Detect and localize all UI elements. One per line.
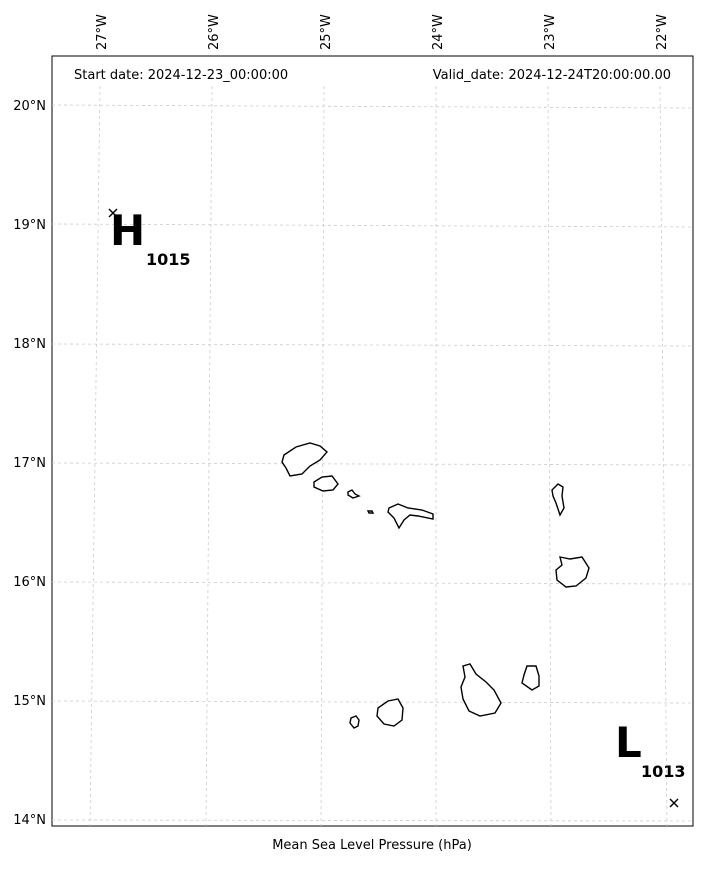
map-frame <box>51 55 694 827</box>
parallel-16n <box>51 581 694 585</box>
island-sao-vicente <box>313 475 339 492</box>
island-fogo <box>376 698 404 727</box>
lon-tick-label: 22°W <box>655 14 670 50</box>
lat-tick-label: 20°N <box>13 99 46 114</box>
parallel-20n <box>51 104 694 109</box>
graticule <box>51 85 694 827</box>
lon-tick-label: 27°W <box>95 14 110 50</box>
lon-tick-label: 26°W <box>207 14 222 50</box>
island-raso <box>366 510 375 514</box>
lat-tick-label: 18°N <box>13 337 46 352</box>
lon-tick-labels: 27°W 26°W 25°W 24°W 23°W 22°W <box>95 14 670 50</box>
island-santiago <box>460 663 502 717</box>
high-pressure-center: H 1015 <box>108 206 191 269</box>
lat-tick-label: 16°N <box>13 575 46 590</box>
island-brava <box>349 715 360 729</box>
lat-tick-label: 15°N <box>13 694 46 709</box>
island-sao-nicolau <box>387 503 434 530</box>
island-santo-antao <box>281 442 328 477</box>
parallel-15n <box>51 700 694 704</box>
lon-tick-label: 25°W <box>319 14 334 50</box>
lat-tick-label: 14°N <box>13 813 46 828</box>
high-center-value: 1015 <box>146 250 191 269</box>
lat-tick-label: 17°N <box>13 456 46 471</box>
parallel-19n <box>51 223 694 228</box>
parallel-18n <box>51 343 694 347</box>
island-santa-luzia <box>347 489 361 499</box>
island-sal <box>551 483 565 517</box>
parallel-17n <box>51 462 694 466</box>
low-center-letter: L <box>615 718 642 767</box>
island-boa-vista <box>555 556 590 588</box>
island-maio <box>521 665 540 691</box>
low-center-marker-icon <box>669 798 679 808</box>
coastlines <box>281 442 590 729</box>
lat-tick-labels: 20°N 19°N 18°N 17°N 16°N 15°N 14°N <box>13 99 46 828</box>
low-center-value: 1013 <box>641 762 686 781</box>
low-pressure-center: L 1013 <box>615 718 686 808</box>
lon-tick-label: 23°W <box>543 14 558 50</box>
start-date-label: Start date: 2024-12-23_00:00:00 <box>74 68 288 83</box>
map-caption: Mean Sea Level Pressure (hPa) <box>272 838 472 853</box>
high-center-letter: H <box>110 206 145 255</box>
valid-date-label: Valid_date: 2024-12-24T20:00:00.00 <box>433 68 671 83</box>
lat-tick-label: 19°N <box>13 218 46 233</box>
high-center-marker-icon <box>108 208 118 218</box>
lon-tick-label: 24°W <box>431 14 446 50</box>
parallel-14n <box>51 819 694 822</box>
